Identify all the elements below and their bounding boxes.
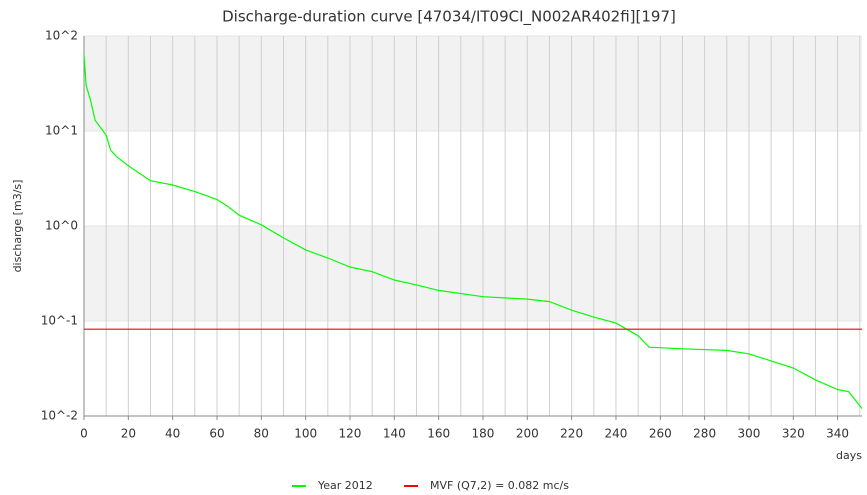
series-line [83, 55, 863, 409]
x-tick-label: 340 [826, 427, 849, 441]
x-tick-label: 40 [165, 427, 180, 441]
x-axis-label: days [836, 449, 862, 462]
x-tick-label: 180 [472, 427, 495, 441]
y-tick-label: 10^-1 [41, 314, 78, 328]
x-tick-label: 160 [427, 427, 450, 441]
grid-band [84, 226, 862, 321]
x-tick-label: 120 [339, 427, 362, 441]
x-tick-label: 240 [605, 427, 628, 441]
x-tick-label: 280 [693, 427, 716, 441]
y-tick-label: 10^0 [45, 219, 78, 233]
legend-label: MVF (Q7,2) = 0.082 mc/s [430, 479, 569, 492]
chart-title: Discharge-duration curve [47034/IT09CI_N… [222, 8, 676, 27]
x-tick-label: 80 [254, 427, 269, 441]
x-tick-label: 300 [738, 427, 761, 441]
x-tick-label: 100 [294, 427, 317, 441]
x-tick-label: 220 [560, 427, 583, 441]
x-tick-label: 140 [383, 427, 406, 441]
y-tick-label: 10^-2 [41, 409, 78, 423]
grid-band [84, 36, 862, 131]
y-tick-label: 10^1 [45, 124, 78, 138]
x-tick-label: 260 [649, 427, 672, 441]
y-axis-label: discharge [m3/s] [11, 180, 24, 273]
legend-label: Year 2012 [317, 479, 373, 492]
x-tick-label: 200 [516, 427, 539, 441]
x-tick-label: 320 [782, 427, 805, 441]
x-tick-label: 20 [121, 427, 136, 441]
y-tick-label: 10^2 [45, 29, 78, 43]
x-tick-label: 60 [209, 427, 224, 441]
x-tick-label: 0 [80, 427, 88, 441]
